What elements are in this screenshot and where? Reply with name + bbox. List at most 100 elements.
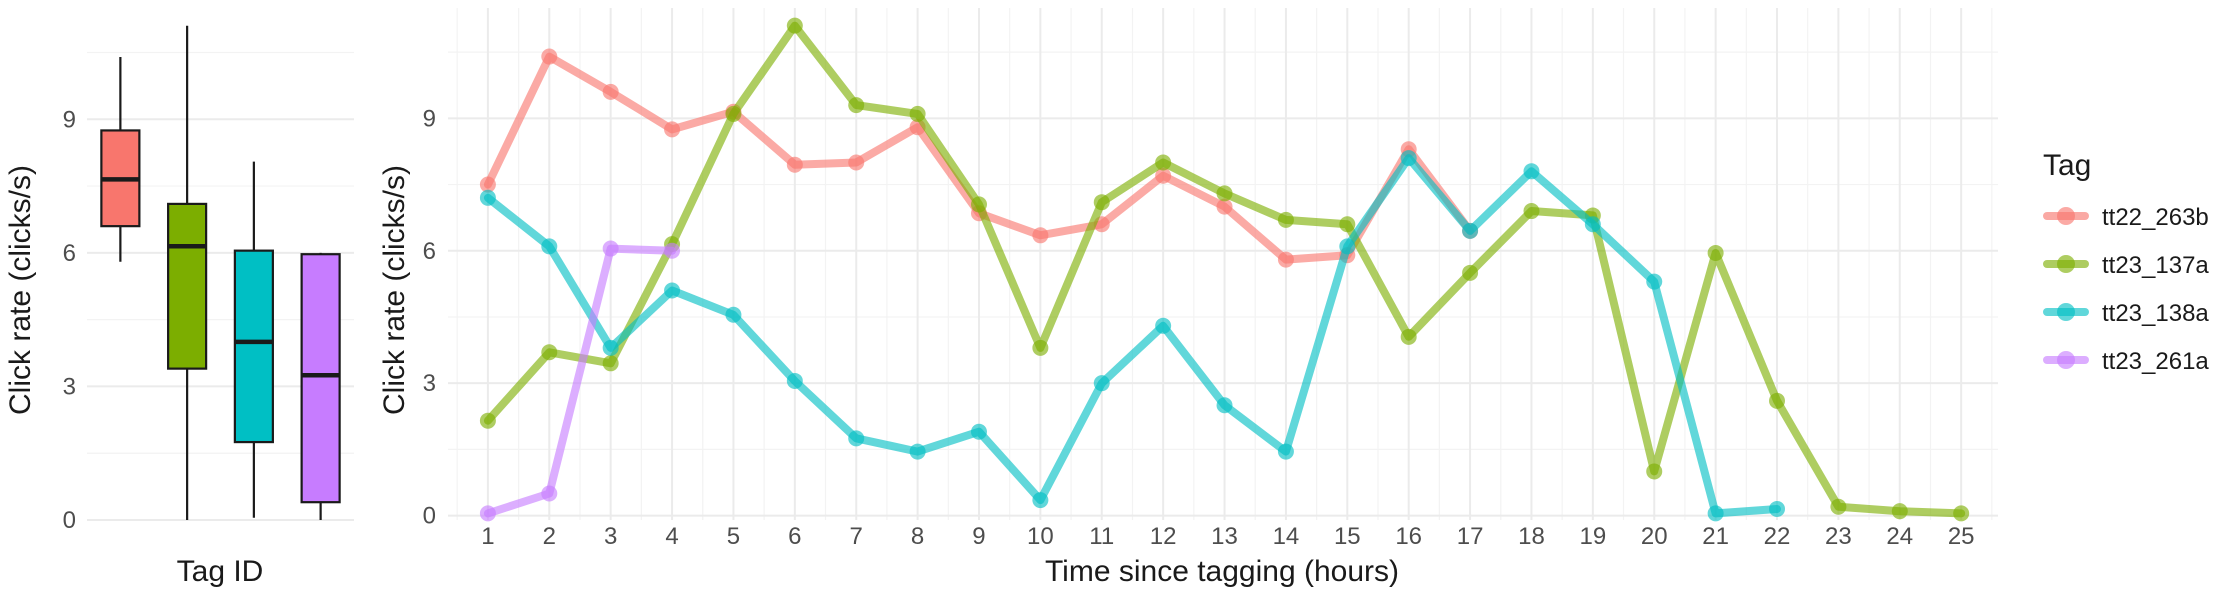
series-point [848,430,865,447]
box-iqr [167,202,208,370]
boxplot-panel: 0 3 6 9 Tag ID Click rate (clicks/s) [4,25,354,588]
linechart-x-tick-label: 5 [727,523,740,550]
legend-key-point [2057,207,2075,225]
series-point [1155,317,1172,334]
series-point [479,176,496,193]
series-point [602,339,619,356]
boxplot-y-tick-label: 3 [63,373,76,400]
series-point [664,242,681,259]
linechart-x-tick-label: 20 [1641,523,1668,550]
series-point [1462,222,1479,239]
series-point [1277,211,1294,228]
linechart-gridlines [448,8,1998,520]
series-point [970,423,987,440]
series-point [1523,163,1540,180]
box-iqr [233,249,274,444]
series-point [1584,216,1601,233]
series-line [483,154,1781,518]
legend-key-point [2057,303,2075,321]
boxplot-box-1 [100,56,141,262]
legend-item-tt23_261a: tt23_261a [2043,348,2209,375]
legend-item-tt22_263b: tt22_263b [2043,204,2209,231]
boxplot-y-tick-label: 6 [63,240,76,267]
series-point [848,154,865,171]
series-point [541,344,558,361]
series-line [483,244,677,518]
series-point [1032,227,1049,244]
series-point [479,412,496,429]
linechart-x-axis-title: Time since tagging (hours) [1045,555,1399,588]
linechart-x-tick-label: 24 [1886,523,1913,550]
linechart-y-tick-labels: 0 3 6 9 [423,105,436,529]
series-point [1093,194,1110,211]
series-point [1216,185,1233,202]
linechart-x-tick-label: 17 [1457,523,1484,550]
series-point [1462,264,1479,281]
legend-items: tt22_263b tt23_137a tt23_138a tt23_261a [2043,204,2209,375]
linechart-y-tick-label: 3 [423,370,436,397]
boxplot-y-tick-label: 0 [63,507,76,534]
series-point [1523,203,1540,220]
linechart-x-tick-label: 13 [1211,523,1238,550]
linechart-x-tick-label: 2 [543,523,556,550]
series-point [1830,498,1847,515]
legend-title: Tag [2043,149,2091,182]
series-point [602,83,619,100]
linechart-x-tick-label: 4 [665,523,678,550]
linechart-x-tick-label: 9 [972,523,985,550]
legend-label: tt23_261a [2102,348,2209,375]
linechart-x-tick-label: 6 [788,523,801,550]
series-point [1400,328,1417,345]
box-iqr [300,253,341,504]
series-point [1216,397,1233,414]
boxplot-x-axis-title: Tag ID [177,555,264,588]
boxplot-y-axis-title: Click rate (clicks/s) [4,165,37,415]
series-point [1155,167,1172,184]
linechart-x-tick-label: 18 [1518,523,1545,550]
boxplot-box-2 [167,25,208,520]
series-point [970,196,987,213]
linechart-x-tick-label: 15 [1334,523,1361,550]
series-point [479,505,496,522]
legend-key-point [2057,255,2075,273]
series-point [1216,198,1233,215]
linechart-x-tick-label: 10 [1027,523,1054,550]
series-tt23_138a [479,150,1786,522]
series-point [1032,339,1049,356]
linechart-x-tick-label: 3 [604,523,617,550]
series-point [848,97,865,114]
linechart-x-tick-label: 21 [1702,523,1729,550]
series-point [664,282,681,299]
series-point [1891,503,1908,520]
series-point [1277,251,1294,268]
linechart-x-tick-label: 12 [1150,523,1177,550]
series-point [1646,273,1663,290]
series-point [1707,505,1724,522]
series-point [1032,492,1049,509]
series-point [1155,154,1172,171]
legend-label: tt23_138a [2102,300,2209,327]
linechart-x-tick-label: 19 [1579,523,1606,550]
series-point [479,189,496,206]
linechart-y-tick-label: 9 [423,105,436,132]
series-point [1093,375,1110,392]
series-point [541,485,558,502]
linechart-x-tick-label: 23 [1825,523,1852,550]
series-point [541,48,558,65]
series-point [909,443,926,460]
series-point [1707,244,1724,261]
series-point [725,306,742,323]
linechart-x-tick-label: 7 [850,523,863,550]
boxplot-box-4 [300,252,341,520]
series-point [909,105,926,122]
series-point [1953,505,1970,522]
linechart-x-tick-label: 25 [1948,523,1975,550]
linechart-x-tick-label: 16 [1395,523,1422,550]
legend-item-tt23_138a: tt23_138a [2043,300,2209,327]
linechart-y-tick-label: 6 [423,238,436,265]
linechart-series [479,17,1970,522]
series-point [1769,500,1786,517]
linechart-x-tick-label: 11 [1089,523,1114,550]
